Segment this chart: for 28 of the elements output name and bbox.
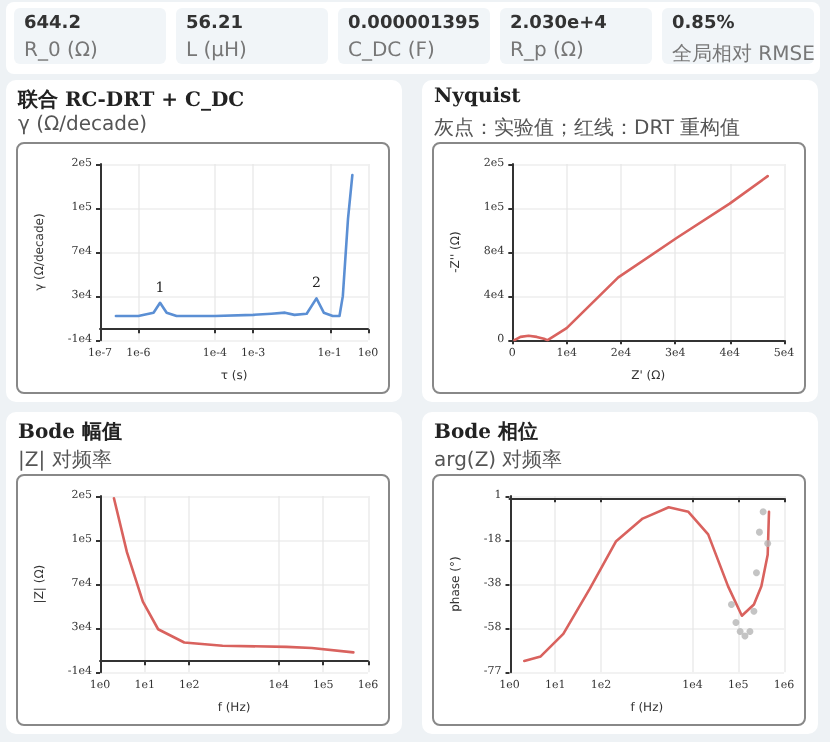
chart-title: Nyquist — [434, 86, 521, 108]
chart-subtitle: γ (Ω/decade) — [18, 114, 148, 136]
point — [752, 569, 760, 577]
text: 644.2 — [24, 14, 81, 34]
chart-title: 联合 RC-DRT + C_DC — [18, 87, 245, 114]
text: R_0 (Ω) — [24, 40, 98, 62]
text: 56.21 — [186, 14, 243, 34]
point — [764, 539, 772, 547]
point — [755, 528, 763, 536]
text: C_DC (F) — [348, 40, 435, 62]
point — [732, 619, 740, 626]
chart-subtitle: |Z| 对频率 — [18, 447, 112, 474]
point — [759, 508, 767, 516]
text: L (μH) — [186, 40, 247, 62]
point — [746, 628, 754, 636]
text: 0.000001395 — [348, 14, 481, 34]
text: 0.85% — [672, 14, 735, 34]
chart-subtitle: arg(Z) 对频率 — [434, 447, 563, 474]
text: R_p (Ω) — [510, 40, 584, 62]
point — [736, 628, 744, 636]
text: 2.030e+4 — [510, 14, 607, 34]
chart-title: Bode 幅值 — [18, 419, 122, 446]
point — [727, 600, 735, 608]
chart-title: Bode 相位 — [434, 419, 538, 446]
text: 全局相对 RMSE — [672, 41, 815, 68]
chart-subtitle: 灰点：实验值；红线：DRT 重构值 — [434, 115, 741, 142]
point — [750, 607, 758, 615]
line-series — [513, 174, 769, 342]
